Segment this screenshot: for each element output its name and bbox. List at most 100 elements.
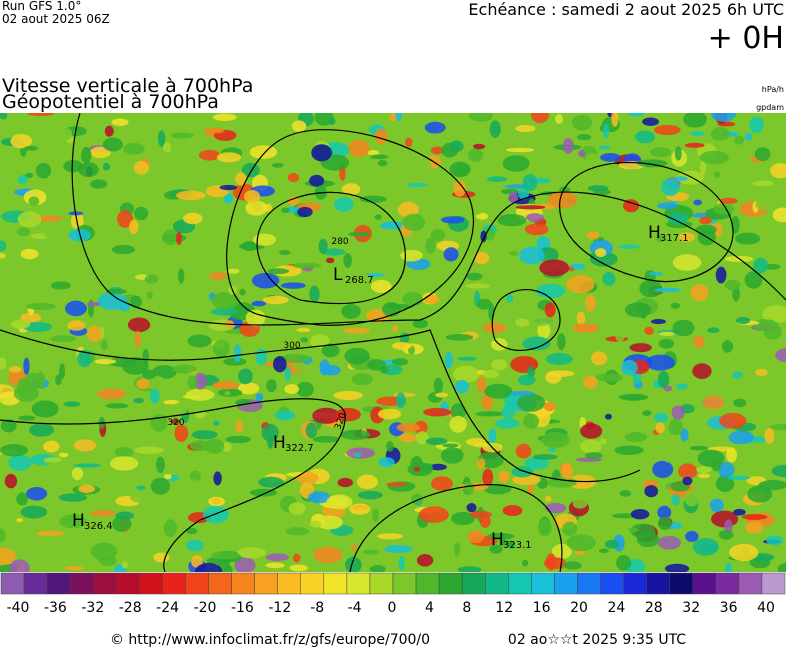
colorbar-swatch <box>554 572 578 595</box>
colorbar-swatch <box>23 572 48 595</box>
field-blob <box>489 544 503 554</box>
field-blob <box>623 199 640 213</box>
field-blob <box>657 536 682 550</box>
field-blob <box>191 555 203 568</box>
field-blob <box>580 439 602 454</box>
field-blob <box>77 162 99 178</box>
field-blob <box>440 216 465 224</box>
field-blob <box>155 456 165 474</box>
field-blob <box>488 428 497 444</box>
field-blob <box>509 251 519 256</box>
field-blob <box>484 483 512 495</box>
field-blob <box>453 542 461 557</box>
center-letter: H <box>648 223 661 243</box>
field-blob <box>0 194 16 201</box>
field-blob <box>10 133 33 149</box>
field-blob <box>766 363 775 373</box>
field-blob <box>370 154 389 160</box>
field-blob <box>384 545 413 554</box>
field-blob <box>369 564 386 572</box>
field-blob <box>430 146 444 155</box>
field-blob <box>353 452 362 458</box>
field-blob <box>463 482 475 496</box>
field-blob <box>515 318 530 327</box>
field-blob <box>121 561 129 569</box>
field-blob <box>16 227 31 237</box>
field-blob <box>287 196 300 206</box>
colorbar-swatch <box>761 572 786 595</box>
field-blob <box>24 172 34 178</box>
field-blob <box>341 183 361 196</box>
field-blob <box>468 148 484 162</box>
field-blob <box>39 144 65 151</box>
field-blob <box>293 362 308 371</box>
field-blob <box>348 231 371 237</box>
field-blob <box>288 502 306 515</box>
field-blob <box>672 319 695 337</box>
field-blob <box>402 213 425 231</box>
field-blob <box>545 502 567 514</box>
field-blob <box>309 285 320 303</box>
field-blob <box>655 421 665 434</box>
field-blob <box>554 114 564 124</box>
field-blob <box>764 427 775 444</box>
field-blob <box>136 378 150 390</box>
contour <box>559 161 734 282</box>
field-blob <box>43 457 63 463</box>
field-blob <box>653 124 681 136</box>
field-blob <box>523 413 539 429</box>
field-blob <box>64 566 85 571</box>
field-blob <box>261 423 279 442</box>
field-blob <box>311 144 332 162</box>
contour-label: 300 <box>283 341 300 351</box>
field-blob <box>449 140 464 153</box>
field-blob <box>515 205 546 210</box>
field-blob <box>129 491 160 504</box>
field-blob <box>28 196 40 206</box>
field-blob <box>654 412 669 423</box>
field-blob <box>701 493 713 503</box>
field-blob <box>482 468 494 486</box>
field-blob <box>208 272 228 281</box>
field-blob <box>186 527 198 535</box>
colorbar-label: 36 <box>720 600 738 616</box>
field-blob <box>508 191 519 204</box>
field-blob <box>489 120 501 138</box>
field-blob <box>684 490 700 507</box>
field-blob <box>598 145 611 150</box>
field-blob <box>305 422 318 439</box>
field-blob <box>64 300 87 317</box>
field-blob <box>251 272 280 289</box>
field-blob <box>699 216 712 225</box>
field-blob <box>117 210 133 228</box>
center-letter: H <box>273 433 286 453</box>
field-blob <box>210 307 238 316</box>
field-blob <box>624 431 648 443</box>
field-blob <box>36 530 65 537</box>
field-blob <box>465 283 491 289</box>
field-blob <box>0 547 16 565</box>
colorbar-label: -8 <box>310 600 324 616</box>
field-blob <box>491 359 508 371</box>
source-url: © http://www.infoclimat.fr/z/gfs/europe/… <box>110 632 430 648</box>
colorbar-label: 24 <box>607 600 625 616</box>
field-blob <box>482 322 507 334</box>
field-blob <box>698 543 719 552</box>
colorbar-label: 32 <box>682 600 700 616</box>
field-blob <box>359 195 387 203</box>
field-blob <box>0 113 8 120</box>
field-blob <box>690 284 709 302</box>
field-blob <box>498 470 510 483</box>
field-blob <box>556 333 566 351</box>
colorbar-swatch <box>254 572 278 595</box>
field-blob <box>484 383 513 399</box>
field-blob <box>532 454 558 460</box>
field-blob <box>235 420 244 433</box>
field-blob <box>128 219 139 235</box>
field-blob <box>586 231 600 240</box>
center-letter: H <box>72 511 85 531</box>
colorbar-label: -4 <box>348 600 362 616</box>
field-blob <box>127 317 151 333</box>
